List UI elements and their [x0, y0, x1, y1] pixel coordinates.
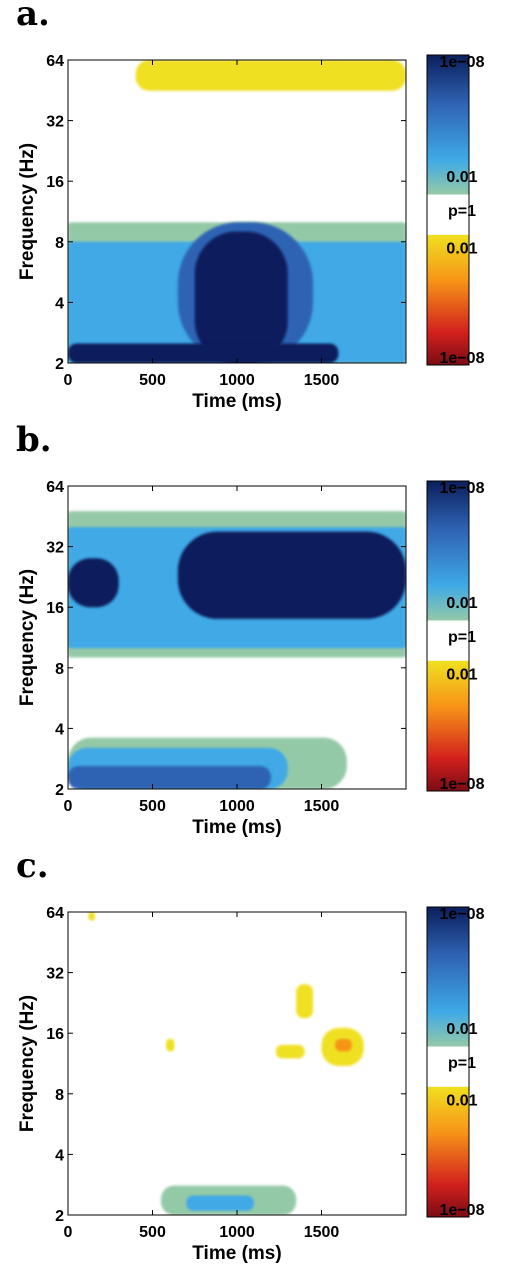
heatmap-b: 0 500 1000 1500 2 4 8 16 32 64 Time (ms) Frequency … — [17, 479, 485, 838]
y-tick-label: 2 — [55, 782, 64, 799]
colorbar-red-segment — [427, 1086, 469, 1217]
colorbar-label: 0.01 — [446, 1092, 477, 1109]
colorbar-blue-segment — [427, 481, 469, 621]
colorbar-label: 1e−08 — [440, 480, 485, 497]
y-tick-label: 32 — [46, 114, 64, 131]
x-tick-label: 0 — [64, 1224, 73, 1241]
colorbar-frame — [426, 906, 470, 1218]
colorbar-frame — [426, 480, 470, 792]
y-tick-label: 8 — [55, 661, 64, 678]
y-tick-label: 4 — [55, 1147, 64, 1164]
colorbar-label: 1e−08 — [440, 776, 485, 793]
colorbar-label: p=1 — [448, 629, 476, 646]
x-tick-label: 1000 — [219, 372, 255, 389]
panel-label-c: c. — [16, 846, 49, 886]
y-tick-label: 16 — [46, 1026, 64, 1043]
x-tick-label: 1000 — [219, 798, 255, 815]
significant-region — [335, 1038, 352, 1052]
x-axis-title: Time (ms) — [192, 817, 281, 838]
y-tick-label: 8 — [55, 235, 64, 252]
significant-region — [275, 1044, 305, 1059]
x-tick-label: 0 — [64, 798, 73, 815]
heatmap-a: 0 500 1000 1500 2 4 8 16 32 64 Time (ms) Frequency … — [17, 53, 485, 412]
colorbar-blue-segment — [427, 55, 469, 195]
x-tick-label: 0 — [64, 372, 73, 389]
y-tick-label: 64 — [46, 53, 64, 70]
y-tick-label: 2 — [55, 356, 64, 373]
colorbar-label: 0.01 — [446, 169, 477, 186]
y-tick-label: 32 — [46, 540, 64, 557]
x-tick-label: 1000 — [219, 1224, 255, 1241]
y-tick-label: 8 — [55, 1087, 64, 1104]
y-axis-title: Frequency (Hz) — [17, 143, 38, 280]
x-axis-title: Time (ms) — [192, 1243, 281, 1264]
panel-b: b. 0 500 1000 1500 2 4 8 16 32 64 Time (ms) Frequen… — [0, 420, 525, 852]
colorbar-white-segment — [427, 1046, 469, 1087]
y-tick-label: 2 — [55, 1208, 64, 1225]
colorbar-frame — [426, 54, 470, 366]
colorbar-label: 1e−08 — [440, 1202, 485, 1219]
panel-label-a: a. — [16, 0, 50, 34]
significant-region — [68, 343, 339, 363]
heatmap-cells — [68, 511, 406, 789]
colorbar-label: 0.01 — [446, 595, 477, 612]
y-tick-label: 64 — [46, 905, 64, 922]
significant-region — [68, 558, 119, 608]
panel-a: a. 0 500 1000 1500 2 4 8 16 32 64 Time (ms) Frequen… — [0, 0, 525, 426]
y-tick-label: 32 — [46, 966, 64, 983]
x-tick-label: 500 — [139, 798, 166, 815]
colorbar-label: 0.01 — [446, 240, 477, 257]
heatmap-cells — [68, 60, 406, 363]
y-tick-label: 4 — [55, 721, 64, 738]
colorbar-red-segment — [427, 234, 469, 365]
significant-region — [296, 984, 314, 1019]
y-axis-title: Frequency (Hz) — [17, 995, 38, 1132]
x-tick-label: 1500 — [304, 798, 340, 815]
heatmap-cells — [88, 912, 364, 1215]
x-axis-title: Time (ms) — [192, 391, 281, 412]
x-tick-label: 500 — [139, 1224, 166, 1241]
colorbar-white-segment — [427, 194, 469, 235]
y-tick-label: 16 — [46, 600, 64, 617]
y-tick-label: 16 — [46, 174, 64, 191]
x-tick-label: 1500 — [304, 372, 340, 389]
colorbar-label: 1e−08 — [440, 350, 485, 367]
colorbar-label: 1e−08 — [440, 54, 485, 71]
heatmap-c: 0 500 1000 1500 2 4 8 16 32 64 Time (ms) Frequency … — [17, 905, 485, 1264]
colorbar-label: p=1 — [448, 1055, 476, 1072]
y-tick-label: 4 — [55, 295, 64, 312]
significant-region — [194, 231, 288, 363]
colorbar-blue-segment — [427, 907, 469, 1047]
significant-region — [68, 766, 271, 789]
y-axis-title: Frequency (Hz) — [17, 569, 38, 706]
colorbar-label: p=1 — [448, 203, 476, 220]
colorbar-label: 0.01 — [446, 666, 477, 683]
significant-region — [186, 1195, 254, 1211]
significant-region — [166, 1038, 175, 1052]
significant-region — [135, 60, 406, 91]
panel-label-b: b. — [16, 420, 52, 460]
colorbar-label: 0.01 — [446, 1021, 477, 1038]
colorbar-red-segment — [427, 660, 469, 791]
colorbar-white-segment — [427, 620, 469, 661]
colorbar-label: 1e−08 — [440, 906, 485, 923]
x-tick-label: 1500 — [304, 1224, 340, 1241]
significant-region — [88, 912, 96, 921]
panel-c: c. 0 500 1000 1500 2 4 8 16 32 64 Time (ms) Frequen… — [0, 846, 525, 1278]
x-tick-label: 500 — [139, 372, 166, 389]
significant-region — [177, 531, 406, 619]
y-tick-label: 64 — [46, 479, 64, 496]
